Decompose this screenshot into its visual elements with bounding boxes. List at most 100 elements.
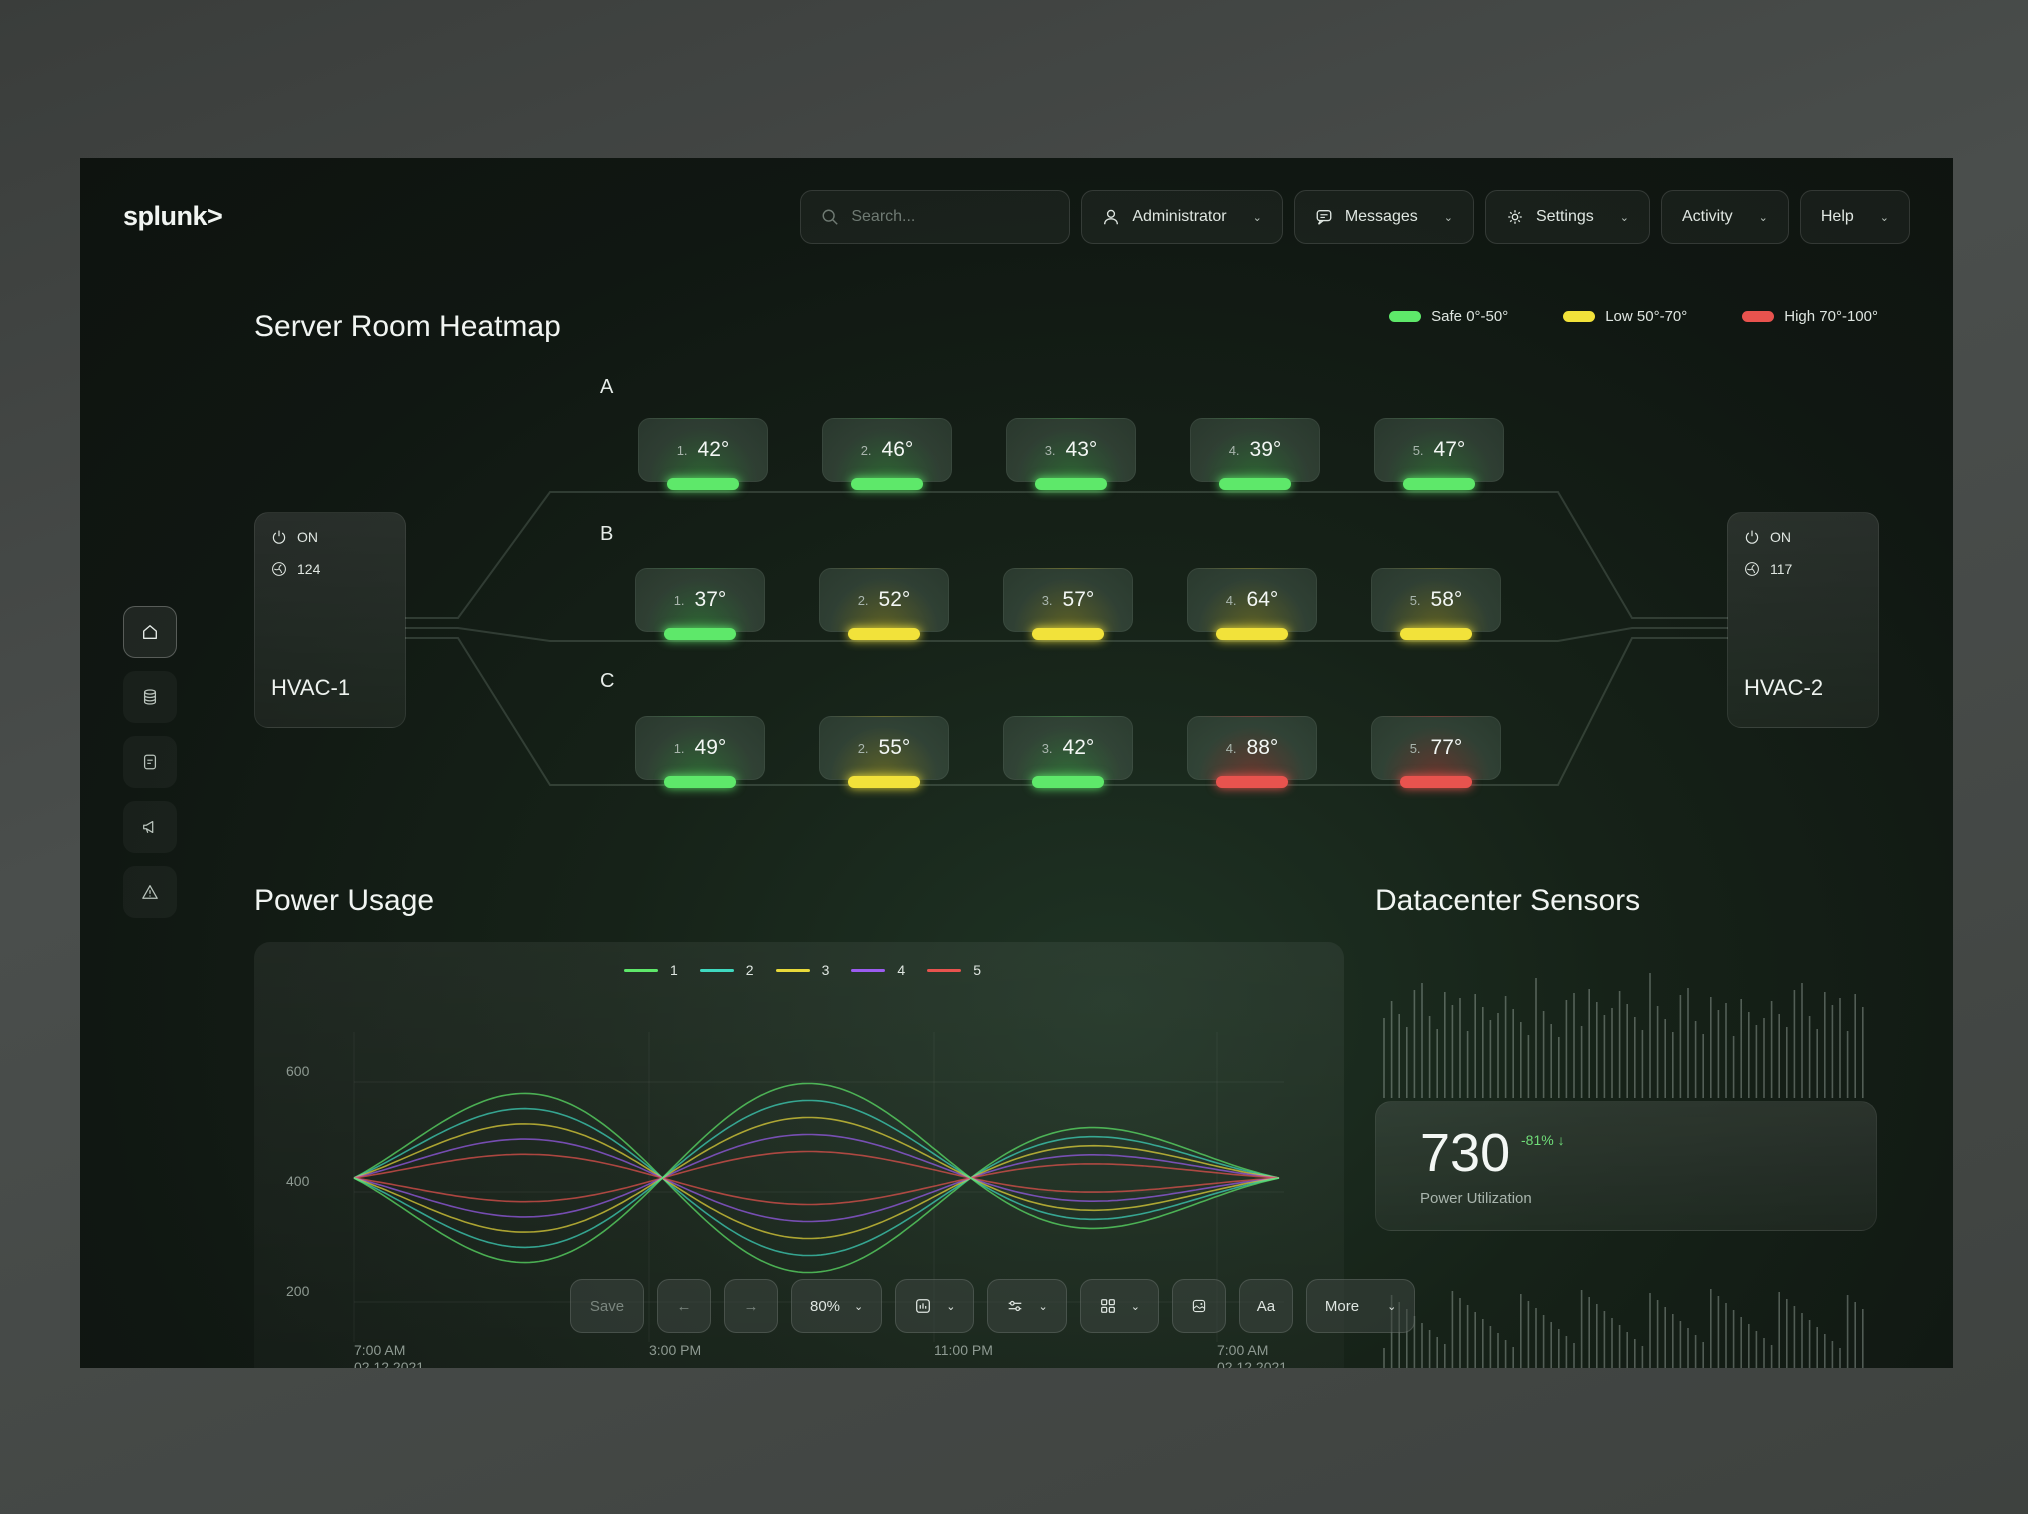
cell-temperature: 46°: [881, 438, 914, 461]
legend-swatch: [1563, 311, 1596, 322]
cell-temperature: 47°: [1433, 438, 1466, 461]
hvac-status: ON: [271, 529, 389, 545]
legend-line: [775, 968, 810, 972]
cell-level-bar: [848, 776, 920, 788]
sidebar-item-alerts[interactable]: [123, 866, 177, 918]
legend-series-3[interactable]: 3: [775, 962, 829, 978]
series-legend: 1 2 3 4 5: [624, 962, 981, 978]
row-label-a: A: [600, 376, 614, 398]
legend-series-2[interactable]: 2: [699, 962, 754, 978]
legend-line: [927, 968, 962, 972]
hvac-1-card[interactable]: ON 124 HVAC-1: [254, 512, 406, 728]
chevron-down-icon: ⌄: [1443, 211, 1453, 224]
y-tick-200: 200: [286, 1283, 310, 1299]
search-placeholder: Search...: [851, 208, 916, 225]
heatmap-cell[interactable]: 4. 39°: [1190, 418, 1320, 490]
messages-menu[interactable]: Messages ⌄: [1293, 190, 1474, 244]
row-label-b: B: [600, 523, 614, 545]
arrow-right-icon: →: [743, 1297, 759, 1315]
legend-series-5[interactable]: 5: [927, 962, 981, 978]
hvac-status-label: ON: [1770, 529, 1791, 545]
activity-menu[interactable]: Activity ⌄: [1660, 190, 1789, 244]
more-label: More: [1324, 1297, 1360, 1315]
cell-temperature: 42°: [697, 438, 730, 461]
filter-button[interactable]: ⌄: [987, 1279, 1067, 1333]
legend-high: High 70°-100°: [1742, 308, 1878, 325]
cell-level-bar: [1400, 628, 1472, 640]
chart-type-button[interactable]: ⌄: [895, 1279, 975, 1333]
hvac-fan-value: 117: [1770, 561, 1793, 577]
font-button[interactable]: Aa: [1238, 1279, 1293, 1333]
x-tick-time: 11:00 PM: [934, 1342, 993, 1358]
row-label-c: C: [600, 670, 615, 692]
heatmap-cell[interactable]: 3. 43°: [1006, 418, 1136, 490]
legend-series-4[interactable]: 4: [851, 962, 905, 978]
cell-temperature: 64°: [1246, 588, 1279, 611]
chevron-down-icon: ⌄: [1758, 211, 1768, 224]
cell-level-bar: [664, 628, 736, 640]
heatmap-cell[interactable]: 5. 58°: [1371, 568, 1501, 640]
grid-icon: [1100, 1299, 1115, 1313]
cell-temperature: 42°: [1062, 736, 1095, 759]
cell-index: 5.: [1409, 740, 1421, 756]
forward-button[interactable]: →: [724, 1279, 778, 1333]
more-button[interactable]: More ⌄: [1305, 1279, 1416, 1333]
power-utilization-card[interactable]: 730 -81% ↓ Power Utilization: [1375, 1101, 1877, 1231]
heatmap-cell[interactable]: 1. 49°: [635, 716, 765, 788]
heatmap-cell[interactable]: 1. 37°: [635, 568, 765, 640]
sidebar-item-documents[interactable]: [123, 736, 177, 788]
layout-button[interactable]: ⌄: [1079, 1279, 1159, 1333]
chevron-down-icon: ⌄: [1619, 211, 1629, 224]
help-menu[interactable]: Help ⌄: [1799, 190, 1910, 244]
search-input[interactable]: Search...: [800, 190, 1071, 244]
fan-icon: [1745, 562, 1759, 576]
bar-chart-icon: [916, 1299, 931, 1313]
heatmap-cell[interactable]: 1. 42°: [638, 418, 768, 490]
zoom-select[interactable]: 80% ⌄: [791, 1279, 883, 1333]
series-line: [353, 1150, 1280, 1203]
sensor-bars: [1383, 973, 1864, 1368]
cell-temperature: 37°: [694, 588, 727, 611]
hvac-fan: 117: [1744, 561, 1862, 577]
save-button[interactable]: Save: [570, 1279, 644, 1333]
settings-menu[interactable]: Settings ⌄: [1484, 190, 1650, 244]
administrator-menu[interactable]: Administrator ⌄: [1081, 190, 1283, 244]
heatmap-cell[interactable]: 3. 42°: [1003, 716, 1133, 788]
heatmap-cell[interactable]: 2. 46°: [822, 418, 952, 490]
legend-high-label: High 70°-100°: [1784, 308, 1878, 325]
administrator-label: Administrator: [1132, 208, 1227, 225]
sensors-title: Datacenter Sensors: [1375, 884, 1641, 917]
splunk-logo[interactable]: splunk>: [123, 201, 223, 231]
cell-level-bar: [664, 776, 736, 788]
legend-safe: Safe 0°-50°: [1389, 308, 1508, 325]
back-button[interactable]: ←: [657, 1279, 711, 1333]
heatmap-cell[interactable]: 4. 88°: [1187, 716, 1317, 788]
x-tick-time: 3:00 PM: [649, 1342, 702, 1358]
legend-series-label: 1: [670, 962, 678, 978]
cell-index: 2.: [857, 592, 869, 608]
sidebar-item-home[interactable]: [123, 606, 177, 658]
heatmap-cell[interactable]: 5. 77°: [1371, 716, 1501, 788]
legend-series-label: 5: [973, 962, 981, 978]
sidebar-item-database[interactable]: [123, 671, 177, 723]
heatmap-cell[interactable]: 5. 47°: [1374, 418, 1504, 490]
legend-series-1[interactable]: 1: [624, 962, 678, 978]
power-icon: [272, 530, 286, 544]
heatmap-cell[interactable]: 2. 55°: [819, 716, 949, 788]
dashboard-frame: splunk> Search... Administrator ⌄ Messag…: [80, 158, 1953, 1368]
alert-icon: [142, 885, 158, 899]
heatmap-cell[interactable]: 4. 64°: [1187, 568, 1317, 640]
series-line: [353, 1138, 1280, 1223]
heatmap-cell[interactable]: 3. 57°: [1003, 568, 1133, 640]
top-nav: Search... Administrator ⌄ Messages ⌄ Set…: [800, 190, 1910, 244]
home-icon: [143, 625, 157, 639]
x-tick: 11:00 PM: [934, 1342, 993, 1359]
hvac-status: ON: [1744, 529, 1862, 545]
image-button[interactable]: [1171, 1279, 1226, 1333]
heatmap-cell[interactable]: 2. 52°: [819, 568, 949, 640]
zoom-value: 80%: [810, 1297, 841, 1315]
legend-swatch: [1389, 311, 1422, 322]
sidebar-item-announcements[interactable]: [123, 801, 177, 853]
hvac-2-card[interactable]: ON 117 HVAC-2: [1727, 512, 1879, 728]
cell-level-bar: [848, 628, 920, 640]
